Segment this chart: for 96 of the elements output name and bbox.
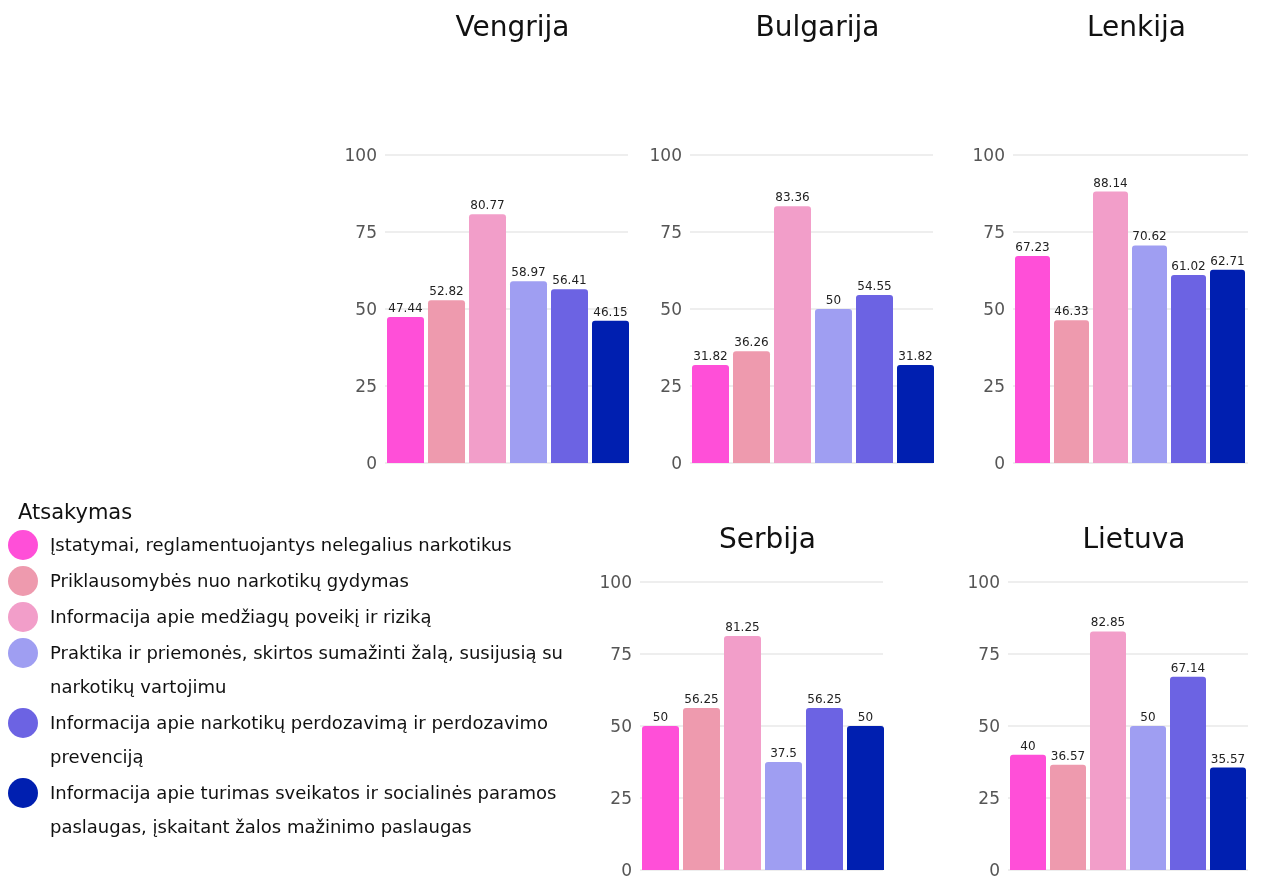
legend-label: Informacija apie medžiagų poveikį ir riziką [50, 605, 433, 629]
bar [1093, 191, 1128, 463]
bar [1132, 245, 1167, 463]
legend-label: Informacija apie turimas sveikatos ir socialinės paramos paslaugas, įskaitant žalos mažinimo paslaugas [50, 781, 558, 839]
bar [1015, 255, 1050, 463]
bar [683, 708, 720, 870]
bar [1170, 676, 1206, 870]
data-label: 31.82 [898, 348, 933, 363]
chart-title: Lenkija [1086, 10, 1187, 45]
bar [1171, 275, 1206, 463]
legend-label: Informacija apie narkotikų perdozavimą ir perdozavimo prevenciją [50, 711, 550, 769]
y-tick-label: 75 [610, 644, 632, 665]
y-tick-label: 100 [649, 145, 682, 166]
bar [724, 636, 761, 870]
data-label: 40 [1020, 738, 1036, 753]
data-label: 58.97 [511, 265, 546, 280]
data-label: 67.23 [1015, 239, 1050, 254]
data-label: 62.71 [1210, 253, 1245, 268]
data-label: 81.25 [725, 620, 760, 634]
y-tick-label: 50 [660, 299, 682, 320]
bar [1130, 726, 1166, 870]
y-tick-label: 100 [599, 572, 632, 593]
y-tick-label: 25 [660, 376, 682, 397]
y-tick-label: 75 [660, 222, 682, 243]
bar [1090, 631, 1126, 870]
data-label: 56.25 [684, 692, 719, 706]
y-tick-label: 100 [344, 145, 377, 166]
data-label: 67.14 [1170, 660, 1206, 675]
chart-title: Lietuva [1081, 522, 1187, 557]
y-tick-label: 25 [355, 376, 377, 397]
y-tick-label: 0 [621, 860, 632, 881]
data-label: 31.82 [693, 348, 728, 363]
bar [551, 289, 588, 463]
y-tick-label: 25 [610, 788, 632, 809]
y-tick-label: 50 [355, 299, 377, 320]
legend-label: Priklausomybės nuo narkotikų gydymas [50, 569, 410, 593]
bar [1010, 754, 1046, 870]
bar [765, 762, 802, 870]
legend-title: Atsakymas [18, 500, 134, 524]
legend-label: Įstatymai, reglamentuojantys nelegalius narkotikus [50, 533, 513, 557]
data-label: 35.57 [1210, 751, 1246, 766]
y-tick-label: 50 [610, 716, 632, 737]
bar [510, 281, 547, 463]
data-label: 50 [1140, 710, 1156, 724]
bar [1210, 269, 1245, 463]
chart-title: Vengrija [454, 10, 571, 45]
data-label: 88.14 [1093, 175, 1128, 190]
data-label: 61.02 [1171, 259, 1206, 274]
data-label: 47.44 [388, 300, 423, 315]
bar [428, 300, 465, 463]
y-tick-label: 50 [978, 716, 1000, 737]
bar [733, 351, 770, 463]
data-label: 52.82 [429, 284, 464, 299]
y-tick-label: 0 [994, 453, 1005, 474]
legend-label: Praktika ir priemonės, skirtos sumažinti žalą, susijusią su narkotikų vartojimu [50, 641, 564, 699]
bar [469, 214, 506, 463]
bar [1210, 767, 1246, 870]
data-label: 37.5 [770, 746, 797, 760]
y-tick-label: 25 [983, 376, 1005, 397]
bar [1050, 764, 1086, 870]
bar [897, 364, 934, 463]
y-tick-label: 0 [366, 453, 377, 474]
chart-title: Serbija [718, 522, 817, 557]
data-label: 36.57 [1050, 748, 1086, 763]
data-label: 50 [857, 710, 874, 724]
data-label: 36.26 [734, 335, 769, 350]
data-label: 70.62 [1132, 229, 1167, 244]
data-label: 50 [825, 293, 842, 307]
y-tick-label: 100 [967, 572, 1000, 593]
data-label: 56.41 [552, 273, 587, 288]
data-label: 46.15 [593, 304, 628, 319]
bar [815, 309, 852, 463]
bar [806, 708, 843, 870]
bar [592, 320, 629, 463]
data-label: 83.36 [775, 190, 810, 205]
data-label: 80.77 [470, 198, 505, 213]
chart-title: Bulgarija [754, 10, 881, 45]
data-label: 82.85 [1090, 615, 1126, 630]
bar [774, 206, 811, 463]
y-tick-label: 0 [671, 453, 682, 474]
bar [856, 294, 893, 463]
bar [1054, 320, 1089, 463]
y-tick-label: 75 [978, 644, 1000, 665]
y-tick-label: 50 [983, 299, 1005, 320]
y-tick-label: 0 [989, 860, 1000, 881]
data-label: 54.55 [857, 278, 892, 293]
y-tick-label: 25 [978, 788, 1000, 809]
y-tick-label: 75 [355, 222, 377, 243]
data-label: 56.25 [807, 692, 842, 706]
y-tick-label: 75 [983, 222, 1005, 243]
bar [642, 726, 679, 870]
bar [847, 726, 884, 870]
bar [692, 364, 729, 463]
bar [387, 316, 424, 463]
data-label: 46.33 [1054, 304, 1089, 319]
y-tick-label: 100 [972, 145, 1005, 166]
